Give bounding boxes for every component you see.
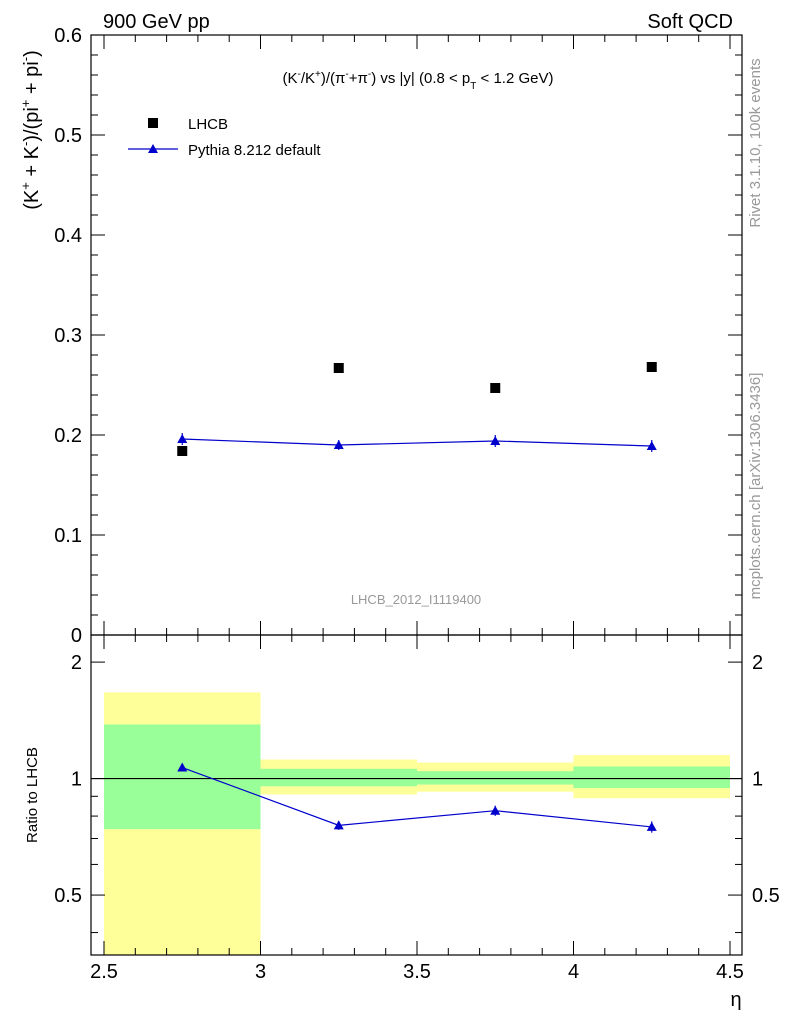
mc-series-main xyxy=(177,433,657,452)
main-y-tick-label-5: 0.6 xyxy=(54,25,82,47)
ratio-y-tick-label-left-1: 1 xyxy=(71,769,82,791)
main-y-tick-label-3: 0.4 xyxy=(54,225,82,247)
ratio-plot-frame xyxy=(90,634,743,956)
ratio-y-tick-label-right-0: 0.5 xyxy=(752,885,780,907)
data-main-point-1 xyxy=(333,363,344,373)
main-y-tick-label-1: 0.2 xyxy=(54,425,82,447)
x-tick-label-0: 2.5 xyxy=(90,961,118,983)
ratio-y-axis-label: Ratio to LHCB xyxy=(24,747,41,843)
x-tick-label-4: 4.5 xyxy=(716,961,744,983)
data-main-point-2 xyxy=(490,383,501,393)
header-left: 900 GeV pp xyxy=(103,11,210,33)
mc-ratio-line xyxy=(182,766,652,828)
mcplots-label: mcplots.cern.ch [arXiv:1306.3436] xyxy=(747,373,764,600)
main-y-tick-label-4: 0.5 xyxy=(54,125,82,147)
legend-marker-data xyxy=(148,118,158,128)
tick-labels: 2.5 3 3.5 4 4.5 0.1 0.2 0.3 0.4 0.5 0.6 0 0.5 0.5 1 1 2 2 xyxy=(54,25,780,983)
main-plot-title: (K-/K+)/(π-+π-) vs |y| (0.8 < pT < 1.2 G… xyxy=(283,69,554,92)
rivet-label: Rivet 3.1.10, 100k events xyxy=(747,58,764,227)
legend-label-data: LHCB xyxy=(188,116,228,133)
mc-ratio-point-2 xyxy=(490,805,501,815)
legend-marker-mc xyxy=(148,144,158,153)
x-tick-label-1: 3 xyxy=(255,961,266,983)
mc-ratio-point-1 xyxy=(333,820,344,830)
x-tick-label-3: 4 xyxy=(568,961,579,983)
ratio-band-inner-0 xyxy=(104,724,261,830)
mc-main-point-1 xyxy=(333,440,344,449)
mc-ratio-point-3 xyxy=(646,821,657,831)
x-tick-label-2: 3.5 xyxy=(403,961,431,983)
ratio-y-tick-label-right-1: 1 xyxy=(752,769,763,791)
main-y-tick-label-2: 0.3 xyxy=(54,325,82,347)
mc-main-point-2 xyxy=(490,436,501,445)
ratio-band-inner-2 xyxy=(417,771,574,785)
ratio-uncertainty-bands xyxy=(104,692,730,955)
legend-label-mc: Pythia 8.212 default xyxy=(188,142,321,159)
ratio-band-inner-3 xyxy=(573,766,730,789)
main-y-axis-label: (K+ + K-)/(pi+ + pi-) xyxy=(18,50,43,210)
mc-main-line xyxy=(182,438,652,447)
ratio-y-tick-label-left-2: 2 xyxy=(71,652,82,674)
data-main-point-3 xyxy=(646,362,657,372)
data-series-main xyxy=(177,362,657,456)
ratio-y-tick-label-left-0: 0.5 xyxy=(54,885,82,907)
main-y-tick-label-0: 0.1 xyxy=(54,525,82,547)
data-main-point-0 xyxy=(177,446,188,456)
main-y-tick-label-6: 0 xyxy=(71,625,82,647)
x-axis-label: η xyxy=(730,989,741,1011)
analysis-watermark: LHCB_2012_I1119400 xyxy=(351,592,481,607)
legend: LHCB Pythia 8.212 default xyxy=(128,116,321,159)
mc-series-ratio xyxy=(177,762,657,833)
mc-ratio-point-0 xyxy=(177,762,188,772)
mc-main-point-3 xyxy=(646,441,657,450)
axis-ticks xyxy=(91,34,742,955)
ratio-y-tick-label-right-2: 2 xyxy=(752,652,763,674)
ratio-band-inner-1 xyxy=(260,768,417,787)
mc-main-point-0 xyxy=(177,434,188,443)
header-right: Soft QCD xyxy=(647,11,733,33)
